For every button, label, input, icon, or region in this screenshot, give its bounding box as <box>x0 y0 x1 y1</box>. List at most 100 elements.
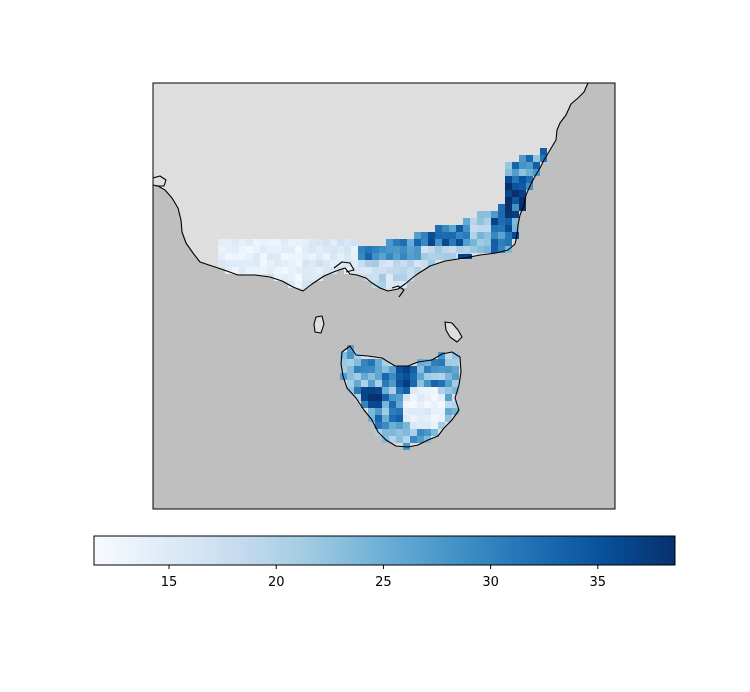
heatmap-cell <box>365 260 372 267</box>
heatmap-cell <box>302 281 309 288</box>
heatmap-cell <box>309 253 316 260</box>
heatmap-cell <box>365 246 372 253</box>
heatmap-cell <box>372 246 379 253</box>
heatmap-cell <box>519 169 526 176</box>
heatmap-cell <box>382 401 389 408</box>
heatmap-cell <box>445 366 452 373</box>
heatmap-cell <box>347 387 354 394</box>
heatmap-cell <box>382 415 389 422</box>
heatmap-cell <box>428 260 435 267</box>
heatmap-cell <box>449 232 456 239</box>
heatmap-cell <box>414 267 421 274</box>
heatmap-cell <box>389 366 396 373</box>
colorbar-tick-label: 15 <box>161 575 178 590</box>
heatmap-cell <box>410 394 417 401</box>
heatmap-cell <box>354 380 361 387</box>
heatmap-cell <box>218 246 225 253</box>
heatmap-cell <box>403 415 410 422</box>
heatmap-cell <box>403 387 410 394</box>
heatmap-cell <box>340 359 347 366</box>
heatmap-cell <box>323 253 330 260</box>
heatmap-cell <box>260 260 267 267</box>
heatmap-cell <box>382 373 389 380</box>
heatmap-cell <box>414 260 421 267</box>
heatmap-cell <box>403 408 410 415</box>
heatmap-cell <box>316 246 323 253</box>
heatmap-cell <box>431 401 438 408</box>
heatmap-cell <box>491 218 498 225</box>
heatmap-cell <box>375 408 382 415</box>
heatmap-cell <box>354 394 361 401</box>
heatmap-cell <box>351 239 358 246</box>
heatmap-cell <box>505 169 512 176</box>
heatmap-cell <box>505 239 512 246</box>
heatmap-cell <box>477 246 484 253</box>
heatmap-cell <box>389 394 396 401</box>
heatmap-cell <box>232 246 239 253</box>
heatmap-cell <box>519 155 526 162</box>
heatmap-cell <box>431 394 438 401</box>
heatmap-cell <box>246 260 253 267</box>
heatmap-cell <box>260 239 267 246</box>
heatmap-cell <box>505 232 512 239</box>
heatmap-cell <box>424 429 431 436</box>
heatmap-cell <box>505 211 512 218</box>
heatmap-cell <box>410 380 417 387</box>
heatmap-cell <box>368 408 375 415</box>
heatmap-cell <box>389 429 396 436</box>
heatmap-cell <box>410 387 417 394</box>
heatmap-cell <box>445 415 452 422</box>
heatmap-cell <box>445 380 452 387</box>
heatmap-cell <box>491 225 498 232</box>
heatmap-cell <box>396 387 403 394</box>
heatmap-cell <box>400 239 407 246</box>
heatmap-cell <box>309 267 316 274</box>
heatmap-cell <box>232 267 239 274</box>
colorbar: 15 20 25 30 35 <box>93 535 676 590</box>
heatmap-cell <box>435 239 442 246</box>
heatmap-cell <box>414 232 421 239</box>
heatmap-cell <box>351 253 358 260</box>
heatmap-cell <box>407 274 414 281</box>
heatmap-cell <box>368 380 375 387</box>
heatmap-cell <box>375 401 382 408</box>
heatmap-cell <box>225 253 232 260</box>
heatmap-cell <box>225 260 232 267</box>
heatmap-cell <box>239 260 246 267</box>
heatmap-cell <box>452 380 459 387</box>
heatmap-cell <box>396 422 403 429</box>
heatmap-cell <box>218 260 225 267</box>
heatmap-cell <box>260 267 267 274</box>
heatmap-cell <box>379 246 386 253</box>
heatmap-cell <box>368 387 375 394</box>
heatmap-cell <box>505 218 512 225</box>
heatmap-cell <box>274 274 281 281</box>
heatmap-cell <box>274 239 281 246</box>
heatmap-cell <box>424 436 431 443</box>
heatmap-cell <box>410 401 417 408</box>
heatmap-cell <box>295 260 302 267</box>
heatmap-cell <box>452 387 459 394</box>
heatmap-cell <box>218 253 225 260</box>
heatmap-cell <box>470 218 477 225</box>
heatmap-cell <box>477 211 484 218</box>
heatmap-cell <box>449 253 456 260</box>
heatmap-cell <box>491 232 498 239</box>
heatmap-cell <box>288 239 295 246</box>
heatmap-cell <box>274 246 281 253</box>
heatmap-cell <box>295 281 302 288</box>
heatmap-cell <box>424 359 431 366</box>
colorbar-tick-label: 35 <box>590 575 607 590</box>
heatmap-cell <box>386 246 393 253</box>
heatmap-cell <box>330 239 337 246</box>
heatmap-cell <box>456 239 463 246</box>
heatmap-cell <box>484 218 491 225</box>
heatmap-cell <box>414 246 421 253</box>
heatmap-cell <box>424 380 431 387</box>
heatmap-cell <box>505 162 512 169</box>
heatmap-cell <box>379 260 386 267</box>
heatmap-cell <box>424 394 431 401</box>
heatmap-cell <box>463 218 470 225</box>
heatmap-cell <box>424 373 431 380</box>
heatmap-cell <box>438 394 445 401</box>
